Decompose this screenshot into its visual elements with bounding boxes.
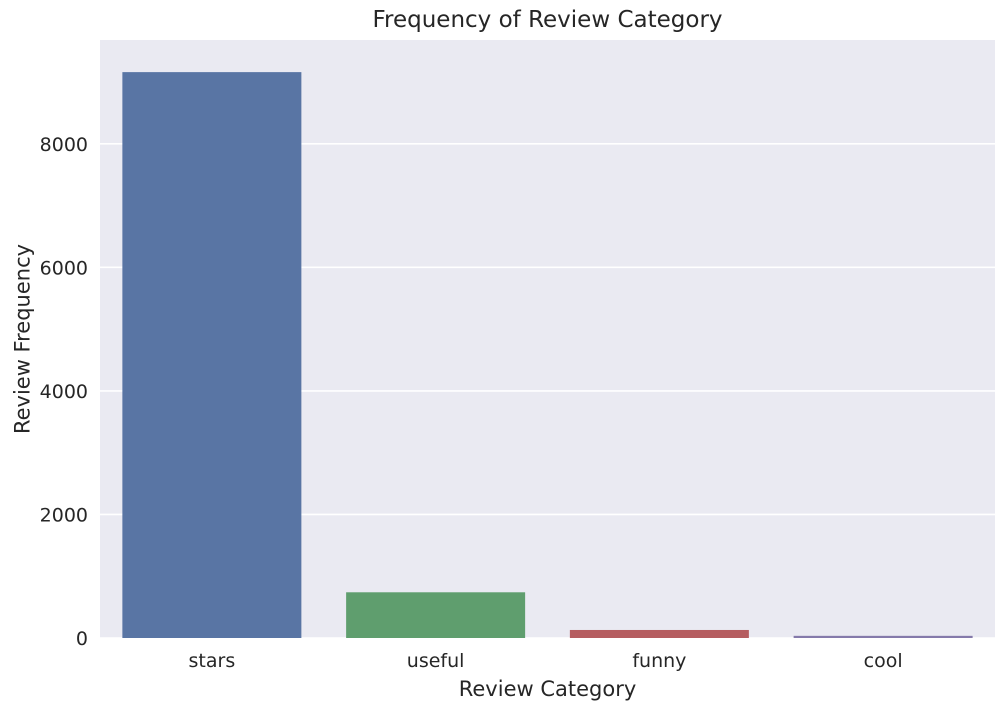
x-tick-label-funny: funny [632, 650, 686, 672]
y-tick-label: 6000 [40, 257, 88, 279]
y-tick-label: 4000 [40, 381, 88, 403]
bar-useful [346, 592, 526, 638]
y-axis-label: Review Frequency [10, 244, 34, 434]
x-tick-label-cool: cool [864, 650, 903, 672]
y-tick-label: 2000 [40, 504, 88, 526]
y-tick-label: 0 [76, 628, 88, 650]
x-tick-label-useful: useful [407, 650, 465, 672]
y-tick-label: 8000 [40, 134, 88, 156]
bar-cool [793, 635, 973, 638]
chart-title: Frequency of Review Category [372, 7, 722, 33]
bar-funny [569, 629, 749, 638]
x-tick-label-stars: stars [189, 650, 236, 672]
x-axis-ticks: stars useful funny cool [189, 650, 903, 672]
bars [122, 72, 973, 639]
x-axis-label: Review Category [459, 677, 637, 701]
y-axis-ticks: 0 2000 4000 6000 8000 [40, 134, 88, 650]
bar-stars [122, 72, 302, 639]
